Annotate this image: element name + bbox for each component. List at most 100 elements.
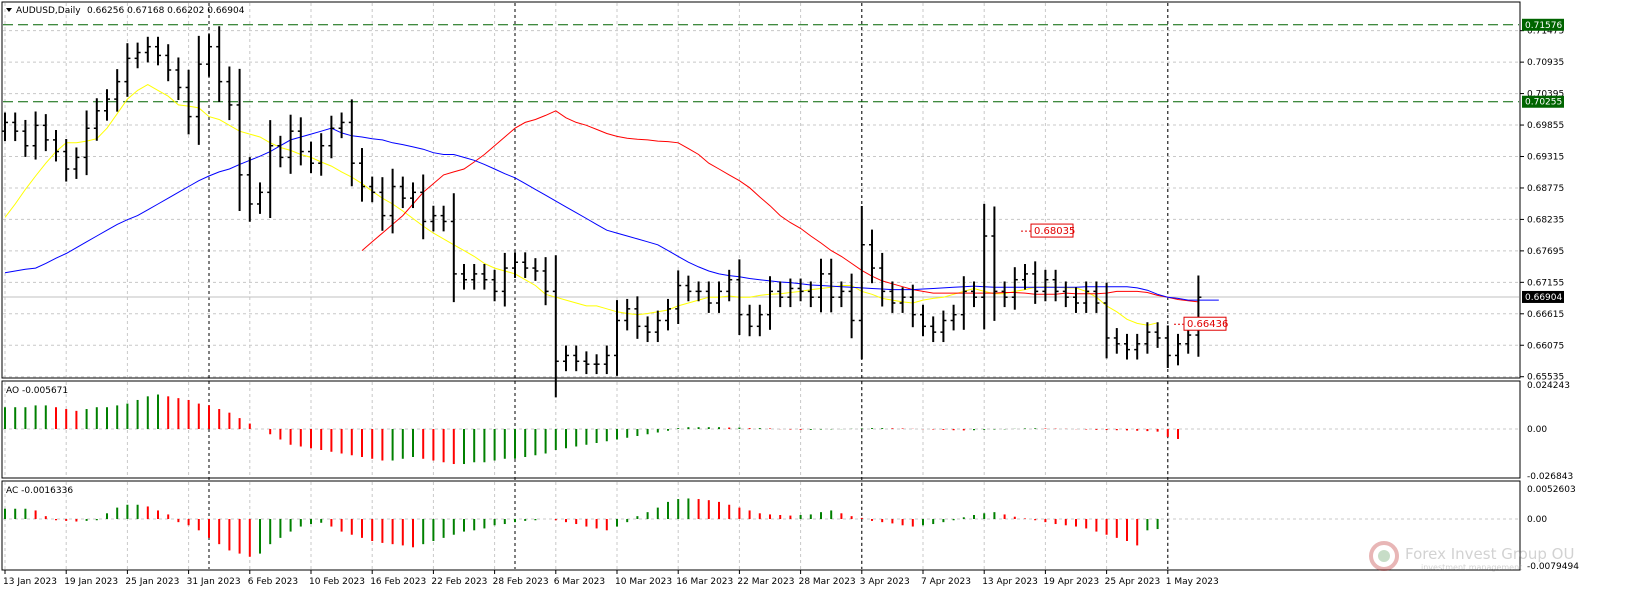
ohlc-bar <box>756 304 763 337</box>
ohlc-bar <box>542 257 549 306</box>
price-axis: 0.71475 0.70935 0.70395 0.69855 0.69315 0.687… <box>1520 18 1579 572</box>
ohlc-bar <box>991 206 998 321</box>
ohlc-bar <box>104 89 110 121</box>
current-price-tag: 0.66904 <box>1525 293 1562 303</box>
ohlc-bar <box>807 281 814 308</box>
time-tick-label: 7 Apr 2023 <box>921 577 971 587</box>
ohlc-bar <box>532 258 539 281</box>
ohlc-bar <box>1144 322 1151 354</box>
level-price-tag: 0.70255 <box>1525 98 1562 108</box>
ohlc-bar <box>1001 281 1008 308</box>
ohlc-bar <box>1093 281 1100 313</box>
ohlc-bar <box>246 157 253 222</box>
ohlc-bar <box>1032 261 1039 304</box>
ac-pane-border <box>1 480 1521 571</box>
time-tick-label: 25 Apr 2023 <box>1105 577 1161 587</box>
ma-line-ema_mid <box>361 110 1199 303</box>
ohlc-bar <box>746 304 753 337</box>
ohlc-bar <box>1073 287 1079 313</box>
ohlc-bars <box>2 26 1202 398</box>
ohlc-bar <box>603 345 610 375</box>
ohlc-bar <box>216 26 223 103</box>
ohlc-label: 0.66256 0.67168 0.66202 0.66904 <box>87 6 245 16</box>
price-tick-label: 0.71475 <box>1527 27 1564 37</box>
ohlc-bar <box>63 139 70 182</box>
time-tick-label: 25 Jan 2023 <box>125 577 179 587</box>
ohlc-bar <box>869 229 875 284</box>
price-tick-label: 0.69315 <box>1527 153 1564 163</box>
ohlc-bar <box>624 298 631 331</box>
symbol-header: AUDUSD,Daily 0.66256 0.67168 0.66202 0.6… <box>6 6 245 16</box>
ohlc-bar <box>716 281 722 313</box>
ohlc-bar <box>920 304 926 337</box>
time-tick-label: 16 Feb 2023 <box>370 577 426 587</box>
time-tick-label: 31 Jan 2023 <box>187 577 241 587</box>
ohlc-bar <box>848 273 855 339</box>
ohlc-bar <box>573 345 580 372</box>
ohlc-bar <box>705 281 712 313</box>
ohlc-bar <box>1113 328 1120 354</box>
ohlc-bar <box>287 114 294 174</box>
ohlc-bar <box>1042 269 1049 302</box>
price-tick-label: 0.67695 <box>1527 247 1564 257</box>
watermark-logo: Forex Invest Group OU investment managem… <box>1369 541 1574 572</box>
ohlc-bar <box>257 182 263 214</box>
ohlc-bar <box>950 304 957 331</box>
ao-histogram <box>4 394 1179 465</box>
ohlc-bar <box>858 206 865 360</box>
ohlc-bar <box>379 177 386 231</box>
ohlc-bar <box>144 36 151 63</box>
ohlc-bar <box>685 275 692 302</box>
price-tick-label: 0.67155 <box>1527 278 1564 288</box>
ohlc-bar <box>236 68 243 211</box>
ohlc-bar <box>1164 325 1171 368</box>
indicator-tick-label: -0.026843 <box>1527 472 1573 482</box>
ohlc-bar <box>552 255 559 398</box>
ohlc-bar <box>410 182 416 209</box>
ohlc-bar <box>124 43 131 97</box>
ohlc-bar <box>481 263 488 290</box>
ohlc-bar <box>726 269 733 302</box>
time-tick-label: 10 Feb 2023 <box>309 577 365 587</box>
ohlc-bar <box>767 276 773 330</box>
logo-center-icon <box>1378 550 1390 562</box>
price-tick-label: 0.66075 <box>1527 341 1564 351</box>
ohlc-bar <box>1175 333 1181 366</box>
annotation-label: 0.66436 <box>1187 319 1228 330</box>
ohlc-bar <box>134 42 141 69</box>
grid-lines <box>3 3 1519 569</box>
ac-label: AC -0.0016336 <box>6 486 73 496</box>
ohlc-bar <box>348 99 355 187</box>
time-tick-label: 28 Mar 2023 <box>799 577 856 587</box>
ohlc-bar <box>53 129 59 162</box>
ohlc-bar <box>267 120 274 218</box>
ohlc-bar <box>450 193 457 303</box>
ohlc-bar <box>338 112 345 139</box>
ohlc-bar <box>1103 282 1110 359</box>
triangle-down-icon[interactable] <box>6 8 12 12</box>
price-annotations: 0.68035 0.66436 <box>1021 223 1228 331</box>
symbol-label: AUDUSD,Daily <box>16 6 81 16</box>
time-tick-label: 3 Apr 2023 <box>860 577 910 587</box>
time-tick-label: 19 Jan 2023 <box>64 577 118 587</box>
ohlc-bar <box>899 287 906 313</box>
ohlc-bar <box>42 114 49 152</box>
ohlc-bar <box>389 168 396 234</box>
time-tick-label: 28 Feb 2023 <box>493 577 549 587</box>
ohlc-bar <box>185 69 192 135</box>
time-tick-label: 6 Mar 2023 <box>554 577 605 587</box>
time-tick-label: 22 Feb 2023 <box>431 577 487 587</box>
time-tick-label: 19 Apr 2023 <box>1043 577 1099 587</box>
ohlc-bar <box>1134 333 1141 360</box>
ohlc-bar <box>1083 281 1090 313</box>
indicator-tick-label: -0.0079494 <box>1527 562 1579 572</box>
ohlc-bar <box>1052 269 1059 302</box>
ohlc-bar <box>879 252 886 307</box>
ohlc-bar <box>675 270 682 324</box>
ohlc-bar <box>1124 333 1130 360</box>
ohlc-bar <box>889 281 896 313</box>
time-axis: 13 Jan 2023 19 Jan 2023 25 Jan 2023 31 Jan … <box>3 570 1219 587</box>
ohlc-bar <box>195 35 202 145</box>
